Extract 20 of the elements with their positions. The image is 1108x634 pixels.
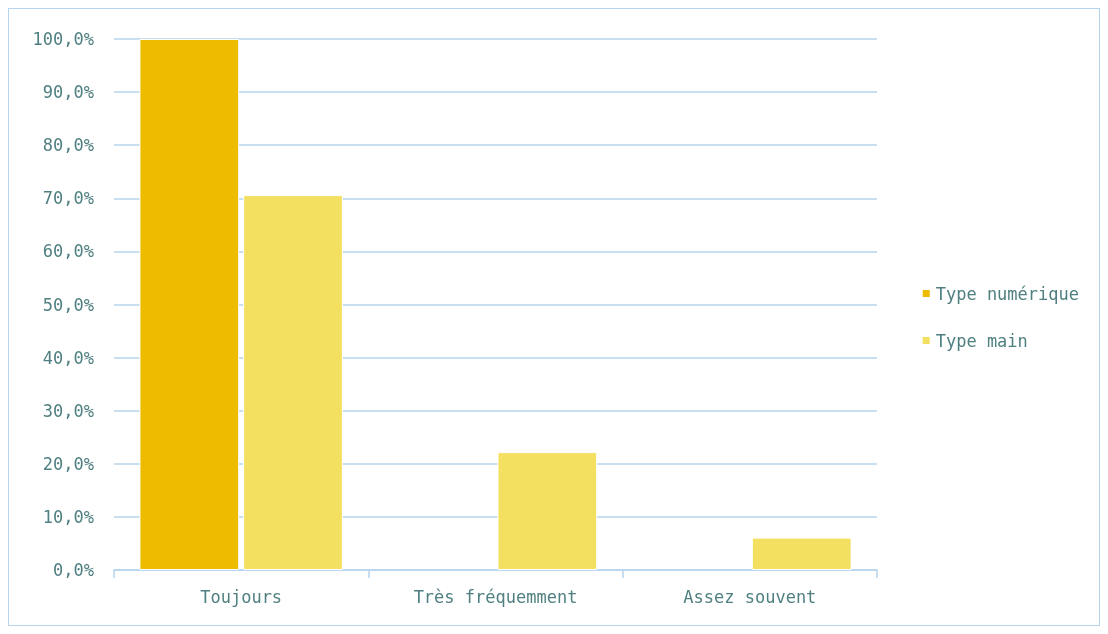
x-tick-label: Assez souvent [683, 586, 817, 607]
y-tick-label: 20,0% [42, 453, 94, 474]
y-tick-label: 80,0% [42, 135, 94, 156]
y-tick-label: 0,0% [53, 560, 94, 580]
x-tick-label: Très fréquemment [413, 586, 578, 607]
y-tick-label: 100,0% [32, 29, 94, 49]
y-tick-label: 50,0% [42, 294, 94, 315]
bar [139, 39, 240, 570]
y-tick-label: 70,0% [42, 188, 94, 209]
bar [751, 537, 852, 570]
legend-label: Type numérique [935, 283, 1080, 304]
bar [497, 452, 598, 570]
y-tick-label: 90,0% [42, 82, 94, 103]
y-tick-label: 10,0% [42, 506, 94, 527]
y-tick-label: 40,0% [42, 347, 94, 368]
legend-label: Type main [935, 330, 1028, 351]
y-tick-label: 30,0% [42, 400, 94, 421]
bar [243, 195, 343, 570]
x-tick-label: Toujours [200, 586, 283, 607]
y-tick-label: 60,0% [42, 241, 94, 262]
